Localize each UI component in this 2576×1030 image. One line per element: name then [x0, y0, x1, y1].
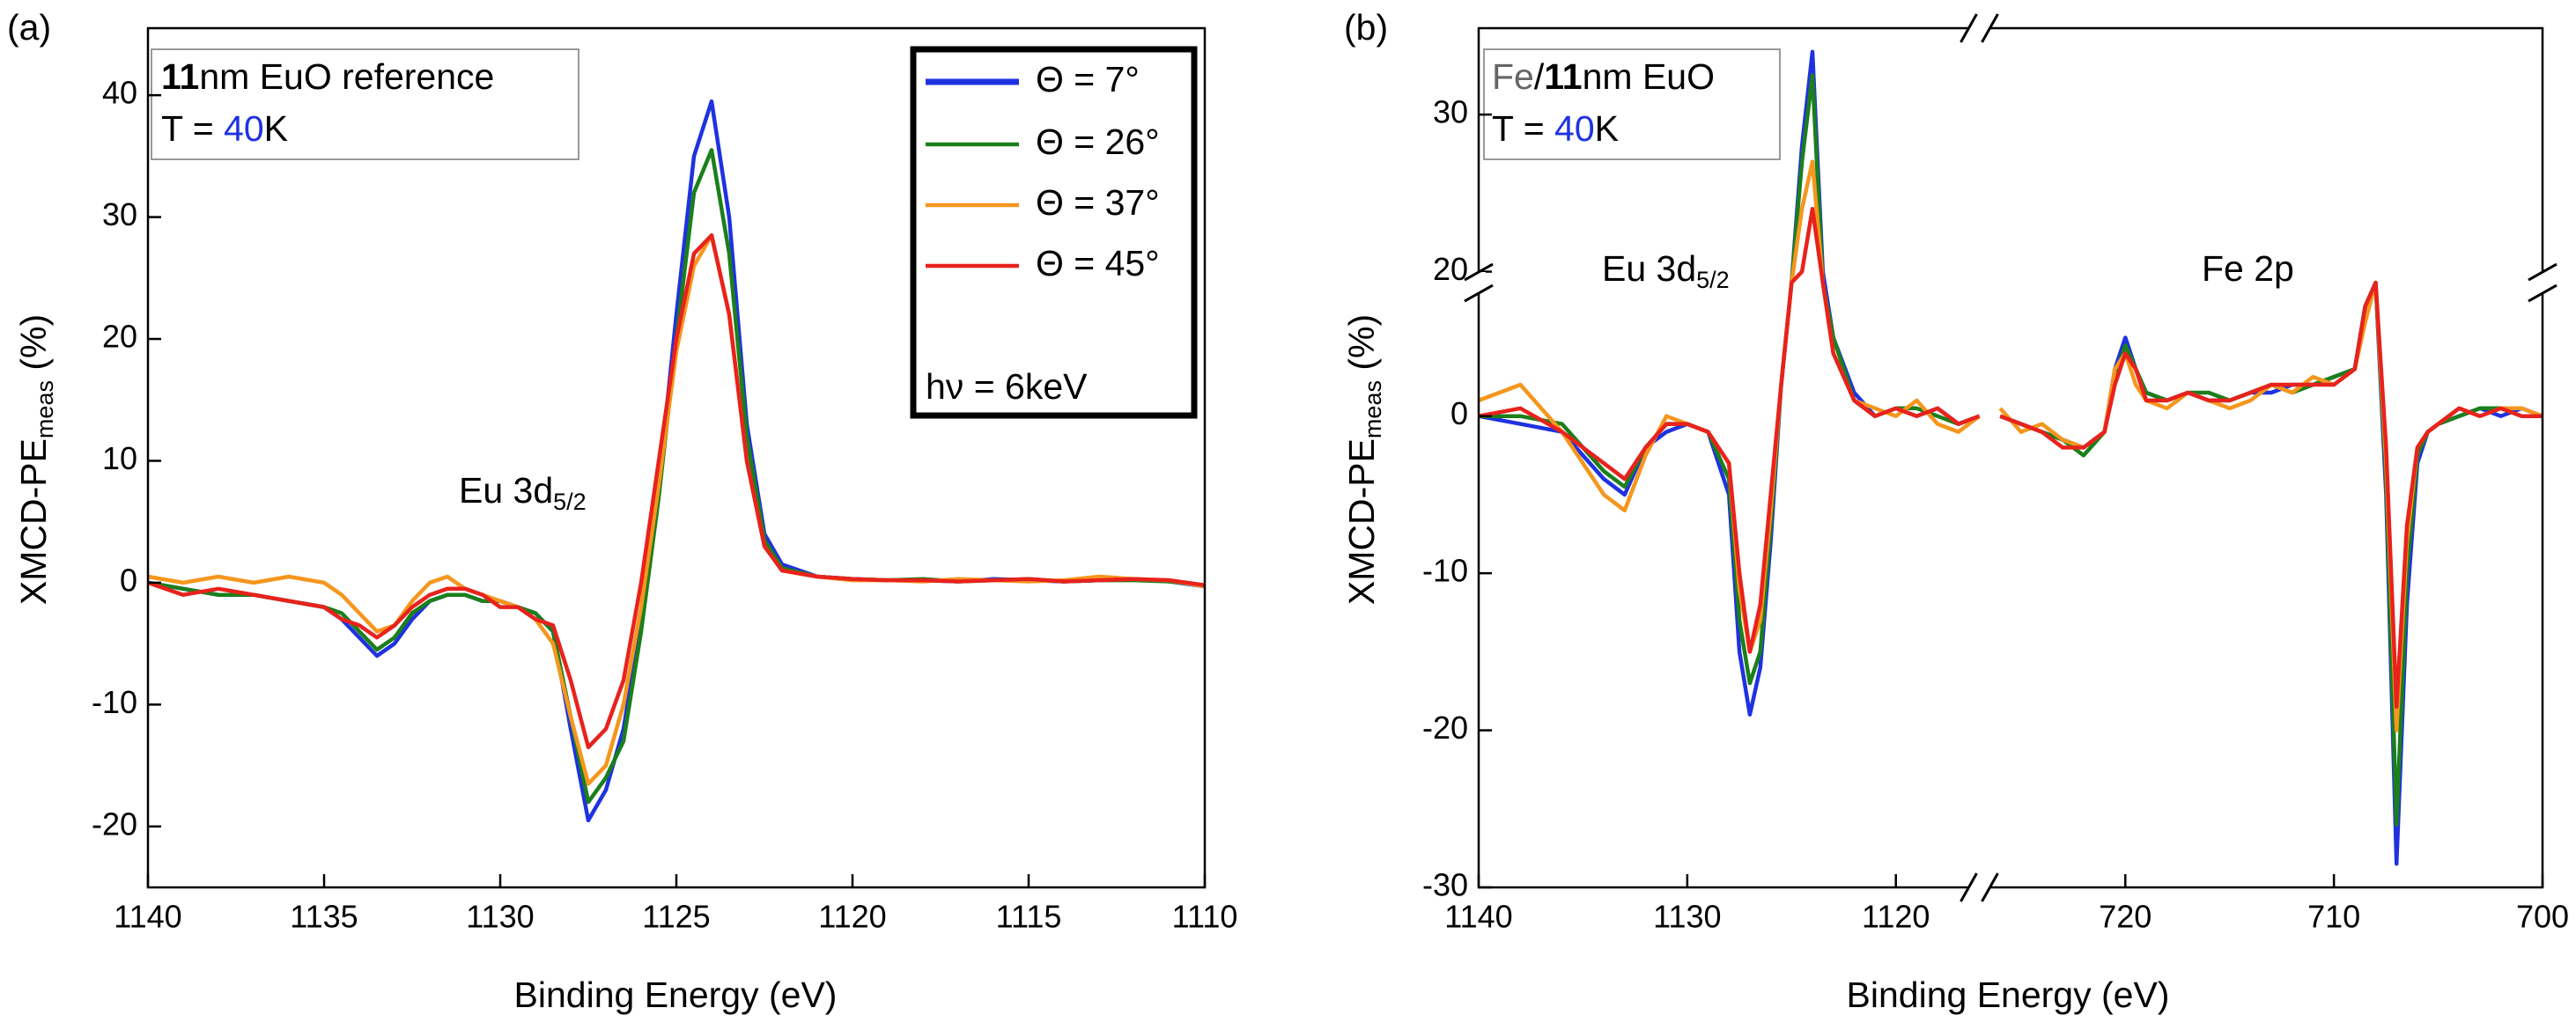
data-line: [1478, 206, 2543, 710]
x-tick-label: 1120: [1862, 899, 1930, 935]
axis-break: [1981, 872, 1999, 902]
y-axis-label: XMCD-PEmeas (%): [13, 314, 58, 605]
data-line: [1479, 73, 2543, 827]
sample-label: Fe/11nm EuO: [1492, 56, 1715, 97]
photon-energy-label: hν = 6keV: [926, 366, 1088, 407]
plot-frame: [1477, 26, 2544, 889]
legend-label: Θ = 45°: [1036, 243, 1160, 283]
legend-box: [910, 46, 1198, 419]
sample-label: 11nm EuO reference: [161, 56, 494, 97]
y-tick-label: -10: [92, 684, 137, 720]
x-tick-label: 1135: [290, 899, 358, 935]
x-tick-label: 1110: [1172, 899, 1238, 935]
axis-break: [2535, 272, 2550, 294]
legend-label: Θ = 37°: [1036, 182, 1160, 223]
axis-break: [2528, 283, 2558, 303]
panel-label: (b): [1344, 7, 1388, 48]
x-tick-label: 1120: [818, 899, 886, 935]
y-tick-label: -20: [1422, 710, 1468, 746]
axis-break: [1968, 880, 1990, 894]
y-tick-label: -30: [1422, 867, 1468, 903]
y-tick-label: 10: [102, 440, 137, 476]
y-tick-label: 20: [102, 319, 137, 355]
x-tick-label: 700: [2516, 899, 2569, 935]
x-tick-label: 1130: [466, 899, 534, 935]
axis-break: [1464, 262, 1494, 282]
x-tick-label: 1125: [642, 899, 710, 935]
axis-break: [1464, 283, 1494, 303]
peak-label: Eu 3d5/2: [459, 470, 587, 515]
y-tick-label: 30: [102, 196, 137, 232]
y-tick-label: 40: [102, 75, 137, 111]
y-tick-label: -20: [92, 806, 137, 842]
y-tick-label: 20: [1433, 251, 1468, 287]
legend-label: Θ = 26°: [1036, 121, 1160, 162]
temperature-label: T = 40K: [161, 108, 288, 149]
x-tick-label: 1130: [1653, 899, 1721, 935]
x-axis-label: Binding Energy (eV): [514, 975, 838, 1015]
x-tick-label: 1140: [1444, 899, 1512, 935]
panel-label: (a): [7, 7, 51, 48]
axis-break: [1960, 872, 1978, 902]
y-tick-label: 30: [1433, 94, 1468, 130]
peak-label: Eu 3d5/2: [1602, 248, 1730, 293]
legend-label: Θ = 7°: [1036, 59, 1140, 99]
axis-break: [1472, 272, 1486, 294]
y-axis-label: XMCD-PEmeas (%): [1341, 314, 1386, 605]
x-tick-label: 1140: [114, 899, 181, 935]
y-tick-label: 0: [1450, 395, 1468, 431]
x-axis-label: Binding Energy (eV): [1847, 975, 2170, 1015]
axis-break: [2528, 262, 2558, 282]
peak-label: Fe 2p: [2202, 248, 2294, 289]
x-tick-label: 710: [2307, 899, 2360, 935]
x-tick-label: 1115: [996, 899, 1062, 935]
x-tick-label: 720: [2099, 899, 2152, 935]
data-line: [147, 233, 1206, 750]
temperature-label: T = 40K: [1492, 108, 1619, 149]
text-box: [151, 48, 579, 160]
text-box: [1483, 48, 1781, 160]
axis-break: [1981, 13, 1999, 43]
axis-break: [1968, 21, 1990, 35]
y-tick-label: 0: [120, 562, 137, 598]
y-tick-label: -10: [1422, 553, 1468, 589]
axis-break: [1960, 13, 1978, 43]
